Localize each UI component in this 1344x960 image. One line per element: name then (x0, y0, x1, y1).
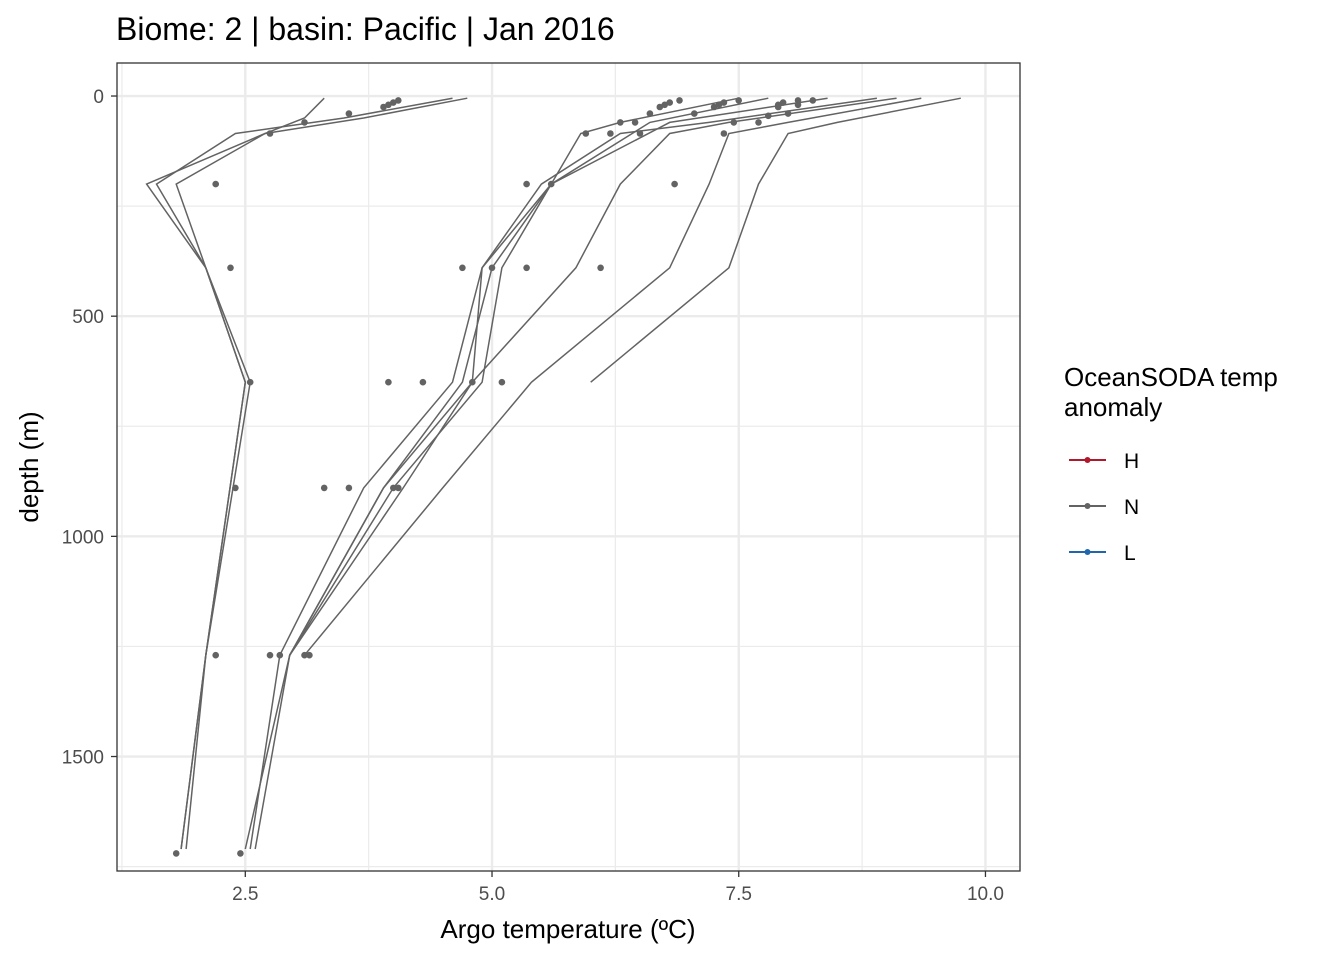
data-point (266, 651, 274, 659)
data-point (691, 110, 698, 117)
legend-title-line-1: OceanSODA temp (1064, 362, 1278, 392)
grid (117, 63, 1020, 871)
legend-label: N (1124, 496, 1139, 519)
series-line (289, 97, 897, 656)
legend: OceanSODA temp anomaly HNL (1064, 362, 1278, 565)
x-tick-label: 7.5 (726, 884, 752, 905)
data-point (730, 119, 738, 126)
data-point (582, 130, 590, 137)
data-point (498, 378, 506, 386)
data-point (276, 651, 284, 659)
data-point (345, 484, 353, 492)
data-point (212, 180, 219, 188)
x-tick-label: 10.0 (967, 884, 1004, 905)
data-point (266, 130, 274, 137)
data-point (488, 264, 496, 272)
legend-key-point (1084, 457, 1091, 463)
legend-keys: HNL (1069, 450, 1139, 565)
plot-panel (116, 62, 1021, 872)
series-line (254, 97, 769, 850)
data-point (765, 112, 772, 120)
y-axis-title: depth (m) (14, 411, 44, 522)
data-point (246, 378, 254, 386)
plot-background (117, 63, 1020, 871)
data-point (809, 97, 817, 104)
data-point (523, 180, 530, 188)
y-tick-label: 0 (93, 87, 104, 108)
data-point (656, 103, 664, 111)
data-point (617, 119, 624, 126)
data-point (232, 484, 239, 492)
legend-key-point (1084, 549, 1091, 555)
y-axis: 0 500 1000 1500 (62, 87, 117, 769)
data-point (547, 180, 555, 188)
x-tick-label: 5.0 (479, 884, 505, 905)
data-point (597, 264, 604, 272)
data-point (523, 264, 530, 272)
series-line (155, 97, 453, 850)
data-point (212, 651, 219, 659)
profile-lines (145, 97, 961, 850)
data-point (676, 97, 683, 104)
data-point (671, 180, 678, 188)
data-point (631, 119, 639, 126)
series-line (289, 97, 878, 656)
data-point (710, 103, 718, 111)
data-point (306, 651, 313, 659)
data-point (459, 264, 466, 272)
data-point (380, 103, 387, 111)
data-point (720, 130, 728, 137)
data-point (301, 119, 308, 126)
data-point (301, 651, 308, 659)
y-tick-label: 1500 (62, 748, 104, 769)
data-points (172, 97, 817, 857)
data-point (469, 378, 476, 386)
legend-label: H (1124, 450, 1139, 473)
data-point (735, 97, 742, 104)
series-line (590, 97, 961, 383)
series-line (145, 97, 468, 850)
data-point (390, 484, 397, 492)
x-axis-title: Argo temperature (ºC) (440, 914, 695, 944)
data-point (395, 484, 402, 492)
data-point (794, 101, 802, 109)
data-point (237, 850, 244, 857)
series-line (303, 97, 922, 656)
legend-title-line-2: anomaly (1064, 392, 1162, 422)
data-point (227, 264, 234, 272)
plot-border (116, 62, 1021, 872)
data-point (419, 378, 427, 386)
chart-title: Biome: 2 | basin: Pacific | Jan 2016 (116, 11, 615, 47)
data-point (385, 378, 392, 386)
data-point (345, 110, 353, 117)
data-point (755, 119, 762, 126)
data-point (646, 110, 654, 117)
x-tick-label: 2.5 (232, 884, 258, 905)
data-point (784, 110, 792, 117)
legend-label: L (1124, 542, 1136, 565)
y-tick-label: 500 (72, 307, 104, 328)
data-point (636, 130, 644, 137)
legend-key-point (1084, 503, 1091, 509)
data-point (607, 130, 614, 137)
data-point (774, 103, 782, 111)
data-point (666, 99, 673, 106)
data-point (395, 97, 402, 104)
y-tick-label: 1000 (62, 527, 104, 548)
x-axis: 2.5 5.0 7.5 10.0 (232, 871, 1004, 905)
data-point (320, 484, 328, 492)
data-point (172, 850, 180, 857)
